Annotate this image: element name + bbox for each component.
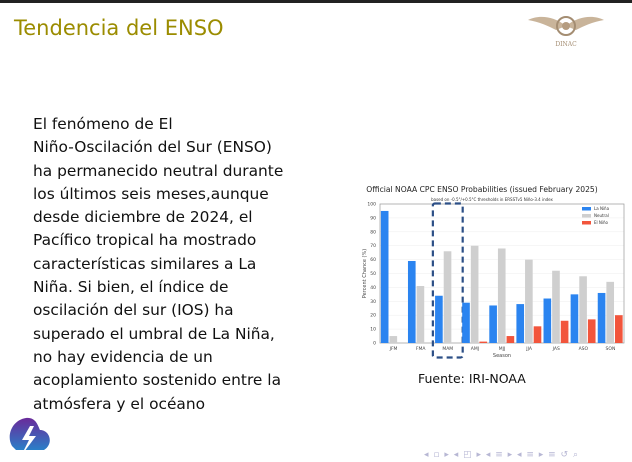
top-bar (0, 0, 632, 3)
bar-el-ni-o (533, 326, 542, 343)
highlight-box (431, 202, 464, 359)
x-tick-label: JAS (552, 346, 560, 352)
x-tick-label: MAM (442, 346, 453, 352)
bar-la-ni-a (516, 304, 525, 343)
body-line: desde diciembre de 2024, el (33, 208, 253, 227)
legend-label: La Niña (594, 206, 610, 211)
legend-label: El Niño (594, 220, 609, 225)
y-tick-label: 100 (367, 202, 376, 208)
body-line: no hay evidencia de un (33, 347, 213, 366)
bar-el-ni-o (615, 315, 623, 343)
beamer-navigation[interactable]: ◂ ▫ ▸ ◂ ◰ ▸ ◂ ≡ ▸ ◂ ≡ ▸ ≡ ↺ ⌕ (424, 450, 579, 460)
y-tick-label: 10 (370, 327, 376, 333)
y-tick-label: 80 (370, 229, 376, 235)
body-line: Niña. Si bien, el índice de (33, 278, 229, 297)
bar-la-ni-a (407, 260, 416, 343)
bar-el-ni-o (479, 341, 488, 343)
bar-la-ni-a (570, 294, 579, 343)
y-tick-label: 60 (370, 257, 376, 263)
body-line: atmósfera y el océano (33, 394, 206, 413)
legend-label: Neutral (594, 213, 609, 218)
x-axis-label: Season (493, 353, 511, 359)
x-tick-label: SON (606, 346, 616, 352)
bar-la-ni-a (543, 298, 552, 343)
body-line: ha permanecido neutral durante (33, 161, 284, 180)
chart-title: Official NOAA CPC ENSO Probabilities (is… (366, 185, 597, 194)
x-tick-label: AMJ (471, 346, 479, 352)
enso-probability-chart: Official NOAA CPC ENSO Probabilities (is… (362, 185, 625, 359)
bar-neutral (443, 251, 452, 343)
bar-el-ni-o (506, 336, 515, 343)
bar-la-ni-a (489, 305, 497, 343)
y-tick-label: 40 (370, 285, 376, 291)
svg-text:DINAC: DINAC (555, 41, 577, 48)
slide-title: Tendencia del ENSO (14, 16, 224, 40)
chart-subtitle: based on -0.5°/+0.5°C thresholds in ERSS… (431, 197, 553, 202)
body-line: los últimos seis meses,aunque (33, 184, 269, 203)
x-tick-label: FMA (416, 346, 426, 352)
body-line: El fenómeno de El (33, 115, 173, 133)
body-line: superado el umbral de La Niña, (33, 324, 275, 343)
y-tick-label: 0 (373, 341, 376, 347)
legend-swatch (582, 221, 591, 225)
y-axis-label: Percent Chance (%) (362, 249, 368, 298)
bar-neutral (389, 336, 398, 343)
body-line: acoplamiento sostenido entre la (33, 371, 282, 390)
legend-swatch (582, 214, 591, 218)
bar-la-ni-a (380, 210, 389, 343)
x-tick-label: JFM (389, 346, 398, 352)
bar-la-ni-a (462, 302, 470, 343)
x-tick-label: JJA (525, 346, 533, 352)
app-logo-icon (9, 417, 50, 456)
bar-neutral (606, 281, 615, 343)
y-tick-label: 30 (370, 299, 376, 305)
bar-neutral (579, 276, 587, 343)
bar-neutral (497, 248, 506, 343)
y-tick-label: 20 (370, 313, 376, 319)
bar-neutral (552, 270, 560, 343)
body-line: características similares a La (33, 254, 257, 273)
body-line: Niño-Oscilación del Sur (ENSO) (33, 138, 272, 157)
y-tick-label: 50 (370, 271, 376, 277)
legend-swatch (582, 207, 591, 211)
bar-neutral (470, 245, 479, 343)
dinac-logo: DINAC (528, 16, 604, 48)
x-tick-label: ASO (579, 346, 589, 352)
y-tick-label: 70 (370, 243, 376, 249)
bar-la-ni-a (435, 295, 443, 343)
bar-neutral (525, 259, 533, 343)
source-caption: Fuente: IRI-NOAA (418, 371, 526, 386)
body-text: El fenómeno de El Niño-Oscilación del Sur… (33, 113, 333, 416)
body-line: Pacífico tropical ha mostrado (33, 231, 257, 250)
bar-el-ni-o (560, 320, 569, 343)
x-tick-label: MJJ (499, 346, 506, 352)
bar-neutral (416, 286, 425, 343)
bar-la-ni-a (597, 292, 606, 343)
body-line: oscilación del sur (IOS) ha (33, 301, 234, 320)
y-tick-label: 90 (370, 215, 376, 221)
bar-el-ni-o (587, 319, 596, 343)
